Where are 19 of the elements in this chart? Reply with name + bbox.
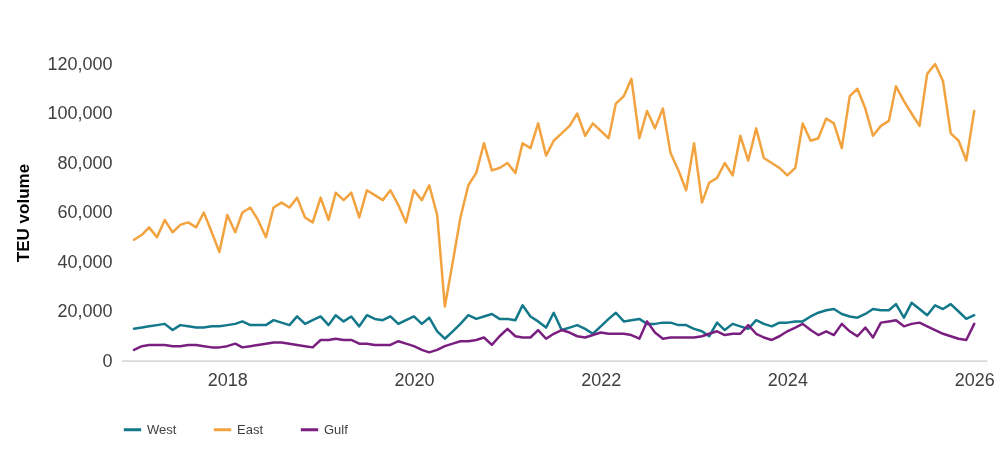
- y-tick-label: 60,000: [57, 202, 113, 222]
- y-tick-label: 0: [102, 350, 113, 371]
- y-axis-title: TEU volume: [14, 163, 34, 263]
- line-series: [132, 318, 976, 354]
- y-tick-label: 20,000: [57, 301, 113, 321]
- line-series: [132, 301, 976, 340]
- legend-label: Gulf: [324, 421, 349, 437]
- y-tick-label: 40,000: [57, 251, 113, 272]
- y-tick-label: 120,000: [47, 53, 113, 74]
- x-tick-label: 2022: [581, 369, 622, 390]
- y-tick-label: 80,000: [57, 152, 113, 173]
- line-series: [132, 62, 976, 308]
- x-tick-label: 2020: [394, 369, 435, 390]
- legend-label: West: [147, 421, 177, 437]
- x-tick-label: 2026: [954, 369, 995, 390]
- legend-label: East: [237, 421, 264, 437]
- x-tick-label: 2018: [207, 369, 248, 390]
- y-tick-label: 100,000: [47, 103, 113, 123]
- x-tick-label: 2024: [767, 369, 808, 390]
